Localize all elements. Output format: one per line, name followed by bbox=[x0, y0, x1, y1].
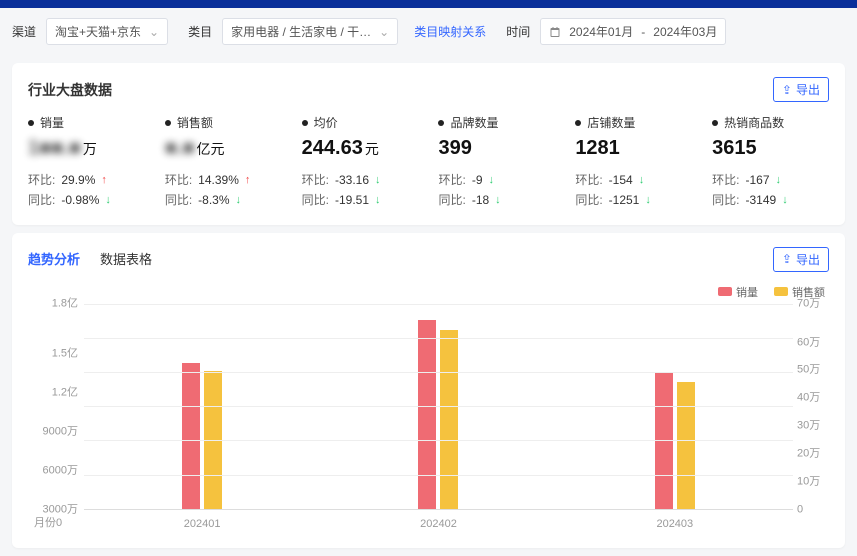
chevron-down-icon: ⌄ bbox=[379, 25, 389, 39]
calendar-icon bbox=[549, 26, 561, 38]
overview-panel: 行业大盘数据 ⇪ 导出 销量1■■.■万环比:29.9%↑同比:-0.98%↓销… bbox=[12, 63, 845, 225]
channel-select[interactable]: 淘宝+天猫+京东 ⌄ bbox=[46, 18, 168, 45]
bar bbox=[677, 382, 695, 509]
plot-area bbox=[84, 304, 793, 510]
export-button[interactable]: ⇪ 导出 bbox=[773, 247, 829, 272]
top-accent-bar bbox=[0, 0, 857, 8]
chevron-down-icon: ⌄ bbox=[149, 25, 159, 39]
metric-card: 热销商品数3615环比:-167↓同比:-3149↓ bbox=[712, 114, 829, 211]
mapping-link[interactable]: 类目映射关系 bbox=[414, 23, 486, 40]
bar bbox=[182, 363, 200, 509]
metric-card: 品牌数量399环比:-9↓同比:-18↓ bbox=[438, 114, 555, 211]
metrics-row: 销量1■■.■万环比:29.9%↑同比:-0.98%↓销售额■.■亿元环比:14… bbox=[28, 114, 829, 211]
date-range-picker[interactable]: 2024年01月 - 2024年03月 bbox=[540, 18, 726, 45]
trend-tabs: 趋势分析 数据表格 bbox=[28, 249, 152, 270]
legend-item: 销量 bbox=[718, 284, 758, 300]
x-axis: 202401202402202403 bbox=[84, 518, 793, 530]
y-axis-left: 1.8亿1.5亿1.2亿9000万6000万3000万 bbox=[28, 304, 78, 510]
chart-legend: 销量 销售额 bbox=[32, 284, 825, 300]
legend-label: 销量 bbox=[736, 284, 758, 300]
tab-trend[interactable]: 趋势分析 bbox=[28, 249, 80, 270]
export-icon: ⇪ bbox=[782, 83, 792, 97]
bar bbox=[440, 330, 458, 508]
category-select[interactable]: 家用电器 / 生活家电 / 干… ⌄ bbox=[222, 18, 398, 45]
metric-card: 店铺数量1281环比:-154↓同比:-1251↓ bbox=[575, 114, 692, 211]
y-axis-right: 70万60万50万40万30万20万10万0 bbox=[797, 304, 829, 510]
metric-card: 销量1■■.■万环比:29.9%↑同比:-0.98%↓ bbox=[28, 114, 145, 211]
tab-table[interactable]: 数据表格 bbox=[100, 249, 152, 270]
export-label: 导出 bbox=[796, 251, 820, 268]
date-sep: - bbox=[641, 25, 645, 39]
date-from: 2024年01月 bbox=[569, 23, 633, 40]
channel-label: 渠道 bbox=[12, 23, 36, 40]
export-button[interactable]: ⇪ 导出 bbox=[773, 77, 829, 102]
filter-bar: 渠道 淘宝+天猫+京东 ⌄ 类目 家用电器 / 生活家电 / 干… ⌄ 类目映射… bbox=[0, 8, 857, 55]
export-icon: ⇪ bbox=[782, 252, 792, 266]
metric-card: 销售额■.■亿元环比:14.39%↑同比:-8.3%↓ bbox=[165, 114, 282, 211]
metric-card: 均价244.63元环比:-33.16↓同比:-19.51↓ bbox=[302, 114, 419, 211]
date-to: 2024年03月 bbox=[653, 23, 717, 40]
category-value: 家用电器 / 生活家电 / 干… bbox=[231, 23, 371, 40]
export-label: 导出 bbox=[796, 81, 820, 98]
channel-value: 淘宝+天猫+京东 bbox=[55, 23, 141, 40]
time-label: 时间 bbox=[506, 23, 530, 40]
x-axis-origin-label: 月份0 bbox=[34, 514, 62, 530]
overview-title: 行业大盘数据 bbox=[28, 80, 112, 100]
category-label: 类目 bbox=[188, 23, 212, 40]
chart: 1.8亿1.5亿1.2亿9000万6000万3000万 70万60万50万40万… bbox=[28, 304, 829, 534]
bar bbox=[418, 320, 436, 509]
trend-panel: 趋势分析 数据表格 ⇪ 导出 销量 销售额 1.8亿1.5亿1.2亿9000万6… bbox=[12, 233, 845, 548]
